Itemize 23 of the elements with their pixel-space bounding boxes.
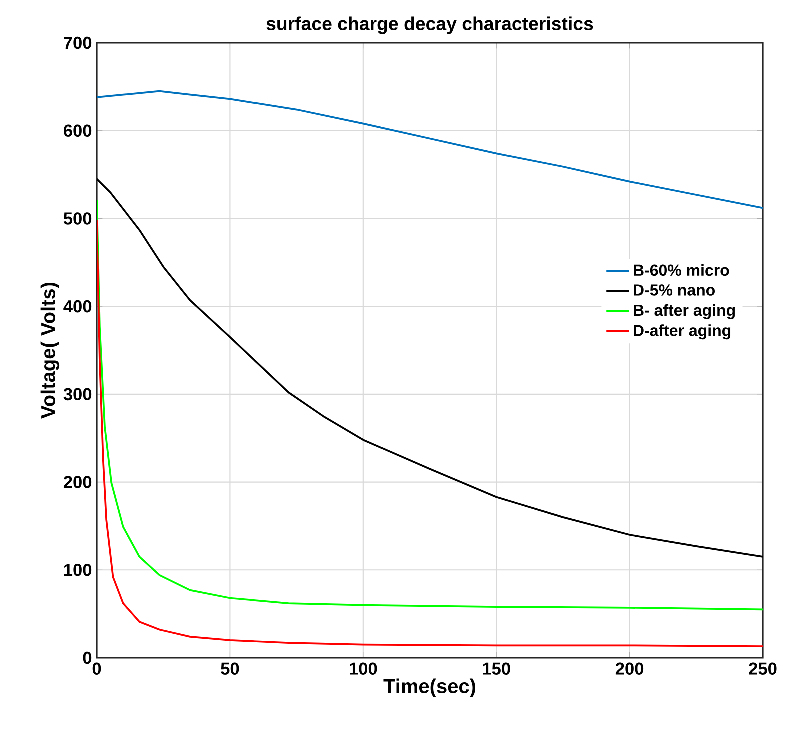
y-tick-label: 0 xyxy=(83,652,92,664)
y-tick-label: 400 xyxy=(64,300,92,313)
y-axis-title: Voltage( Volts) xyxy=(40,282,60,419)
x-tick-label: 0 xyxy=(92,662,102,675)
legend-label: B- after aging xyxy=(634,304,736,320)
x-axis-title: Time(sec) xyxy=(384,678,476,698)
legend-label: B-60% micro xyxy=(634,264,730,276)
chart-title: surface charge decay characteristics xyxy=(266,16,594,34)
line-series xyxy=(97,90,764,210)
x-tick-label: 50 xyxy=(221,662,240,675)
y-tick-label: 300 xyxy=(64,388,92,401)
y-tick-label: 700 xyxy=(64,36,92,50)
y-tick-label: 600 xyxy=(64,124,92,137)
legend-label: D-after aging xyxy=(634,324,731,340)
x-tick-label: 200 xyxy=(616,662,644,675)
y-tick-label: 100 xyxy=(64,564,92,576)
line-series xyxy=(97,178,764,558)
x-tick-label: 100 xyxy=(350,662,378,675)
x-tick-label: 150 xyxy=(483,662,510,675)
x-tick-label: 250 xyxy=(749,662,777,675)
y-tick-label: 200 xyxy=(64,476,92,488)
y-tick-label: 500 xyxy=(64,212,92,225)
legend-label: D-5% nano xyxy=(634,284,715,296)
